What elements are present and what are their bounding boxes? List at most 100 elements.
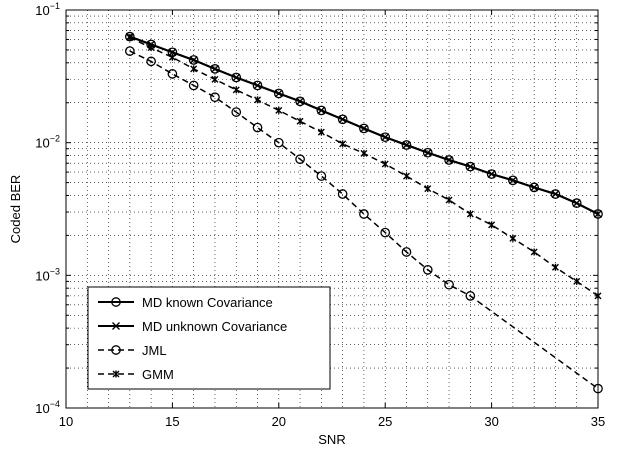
data-point [466,162,475,171]
data-point [380,227,391,238]
legend-label: GMM [142,367,174,382]
x-tick-label: 15 [165,414,179,429]
data-point [550,189,561,199]
legend-marker [111,297,121,307]
data-point [339,140,347,148]
data-point [126,34,134,42]
data-point [317,106,326,115]
data-point [211,75,219,83]
data-point [572,199,581,208]
data-point [124,46,135,56]
data-point [444,279,454,290]
data-point [551,190,560,199]
data-point [530,248,538,256]
data-point [402,141,411,150]
data-point [147,44,155,52]
data-point [423,148,432,157]
data-point [316,105,327,116]
data-point [508,175,518,186]
legend-marker [111,345,121,355]
data-point [337,114,348,125]
data-point [401,247,412,257]
y-axis-label: Coded BER [8,175,23,244]
data-point [401,140,412,150]
data-point [232,86,240,94]
y-tick-label: 10−3 [35,266,60,283]
data-point [190,65,198,73]
x-tick-label: 10 [59,414,73,429]
data-point [593,209,603,219]
data-point [210,64,219,73]
data-point [594,209,602,218]
data-point [381,160,389,168]
data-point [488,221,496,229]
data-point [465,291,476,301]
data-point [210,92,220,103]
legend-label: MD unknown Covariance [142,319,287,334]
data-point [296,117,304,125]
data-point [337,189,348,199]
data-point [571,198,582,209]
data-point [381,133,390,142]
data-point [486,169,497,179]
data-point [168,53,176,61]
data-point [551,263,559,271]
data-point [380,132,391,143]
y-tick-label: 10−2 [35,134,60,151]
data-point [424,185,432,193]
data-point [359,123,369,134]
data-point [422,147,433,158]
data-point [465,161,476,172]
data-point [360,149,368,157]
data-point [594,292,602,300]
data-point [253,81,262,90]
data-point [146,56,156,67]
data-point [254,96,262,104]
data-point [275,106,283,114]
data-point [188,55,199,65]
data-point [189,55,198,64]
x-tick-label: 35 [591,414,605,429]
data-point [231,107,242,117]
y-tick-label: 10−4 [35,399,60,416]
data-point [573,277,581,285]
data-point [466,210,474,218]
data-point [252,80,263,91]
axes-frame [65,9,599,409]
x-tick-label: 30 [484,414,498,429]
y-tick-label: 10−1 [35,1,60,18]
data-point [444,155,454,165]
data-point [317,128,325,136]
data-point [338,115,347,124]
legend-marker [112,370,120,378]
data-point [252,122,263,133]
legend-box [87,286,331,390]
data-point [445,156,454,165]
data-point [529,182,540,193]
data-point [232,73,241,82]
data-point [530,183,539,192]
data-point [509,234,517,242]
data-point [273,137,284,148]
legend-label: MD known Covariance [142,295,273,310]
data-point [231,72,242,83]
x-tick-label: 25 [378,414,392,429]
data-point [273,88,284,99]
x-axis-label: SNR [318,432,345,447]
data-point [167,69,178,79]
data-point [487,170,496,179]
data-point [445,196,453,204]
data-point [188,80,199,91]
data-point [359,124,368,133]
x-tick-label: 20 [272,414,286,429]
legend-marker [112,322,120,330]
data-point [296,97,305,106]
legend-label: JML [142,343,167,358]
data-point [359,209,369,219]
data-point [274,89,283,98]
data-point [316,171,327,181]
data-point [210,64,220,74]
data-point [508,176,517,185]
data-point [402,172,410,180]
